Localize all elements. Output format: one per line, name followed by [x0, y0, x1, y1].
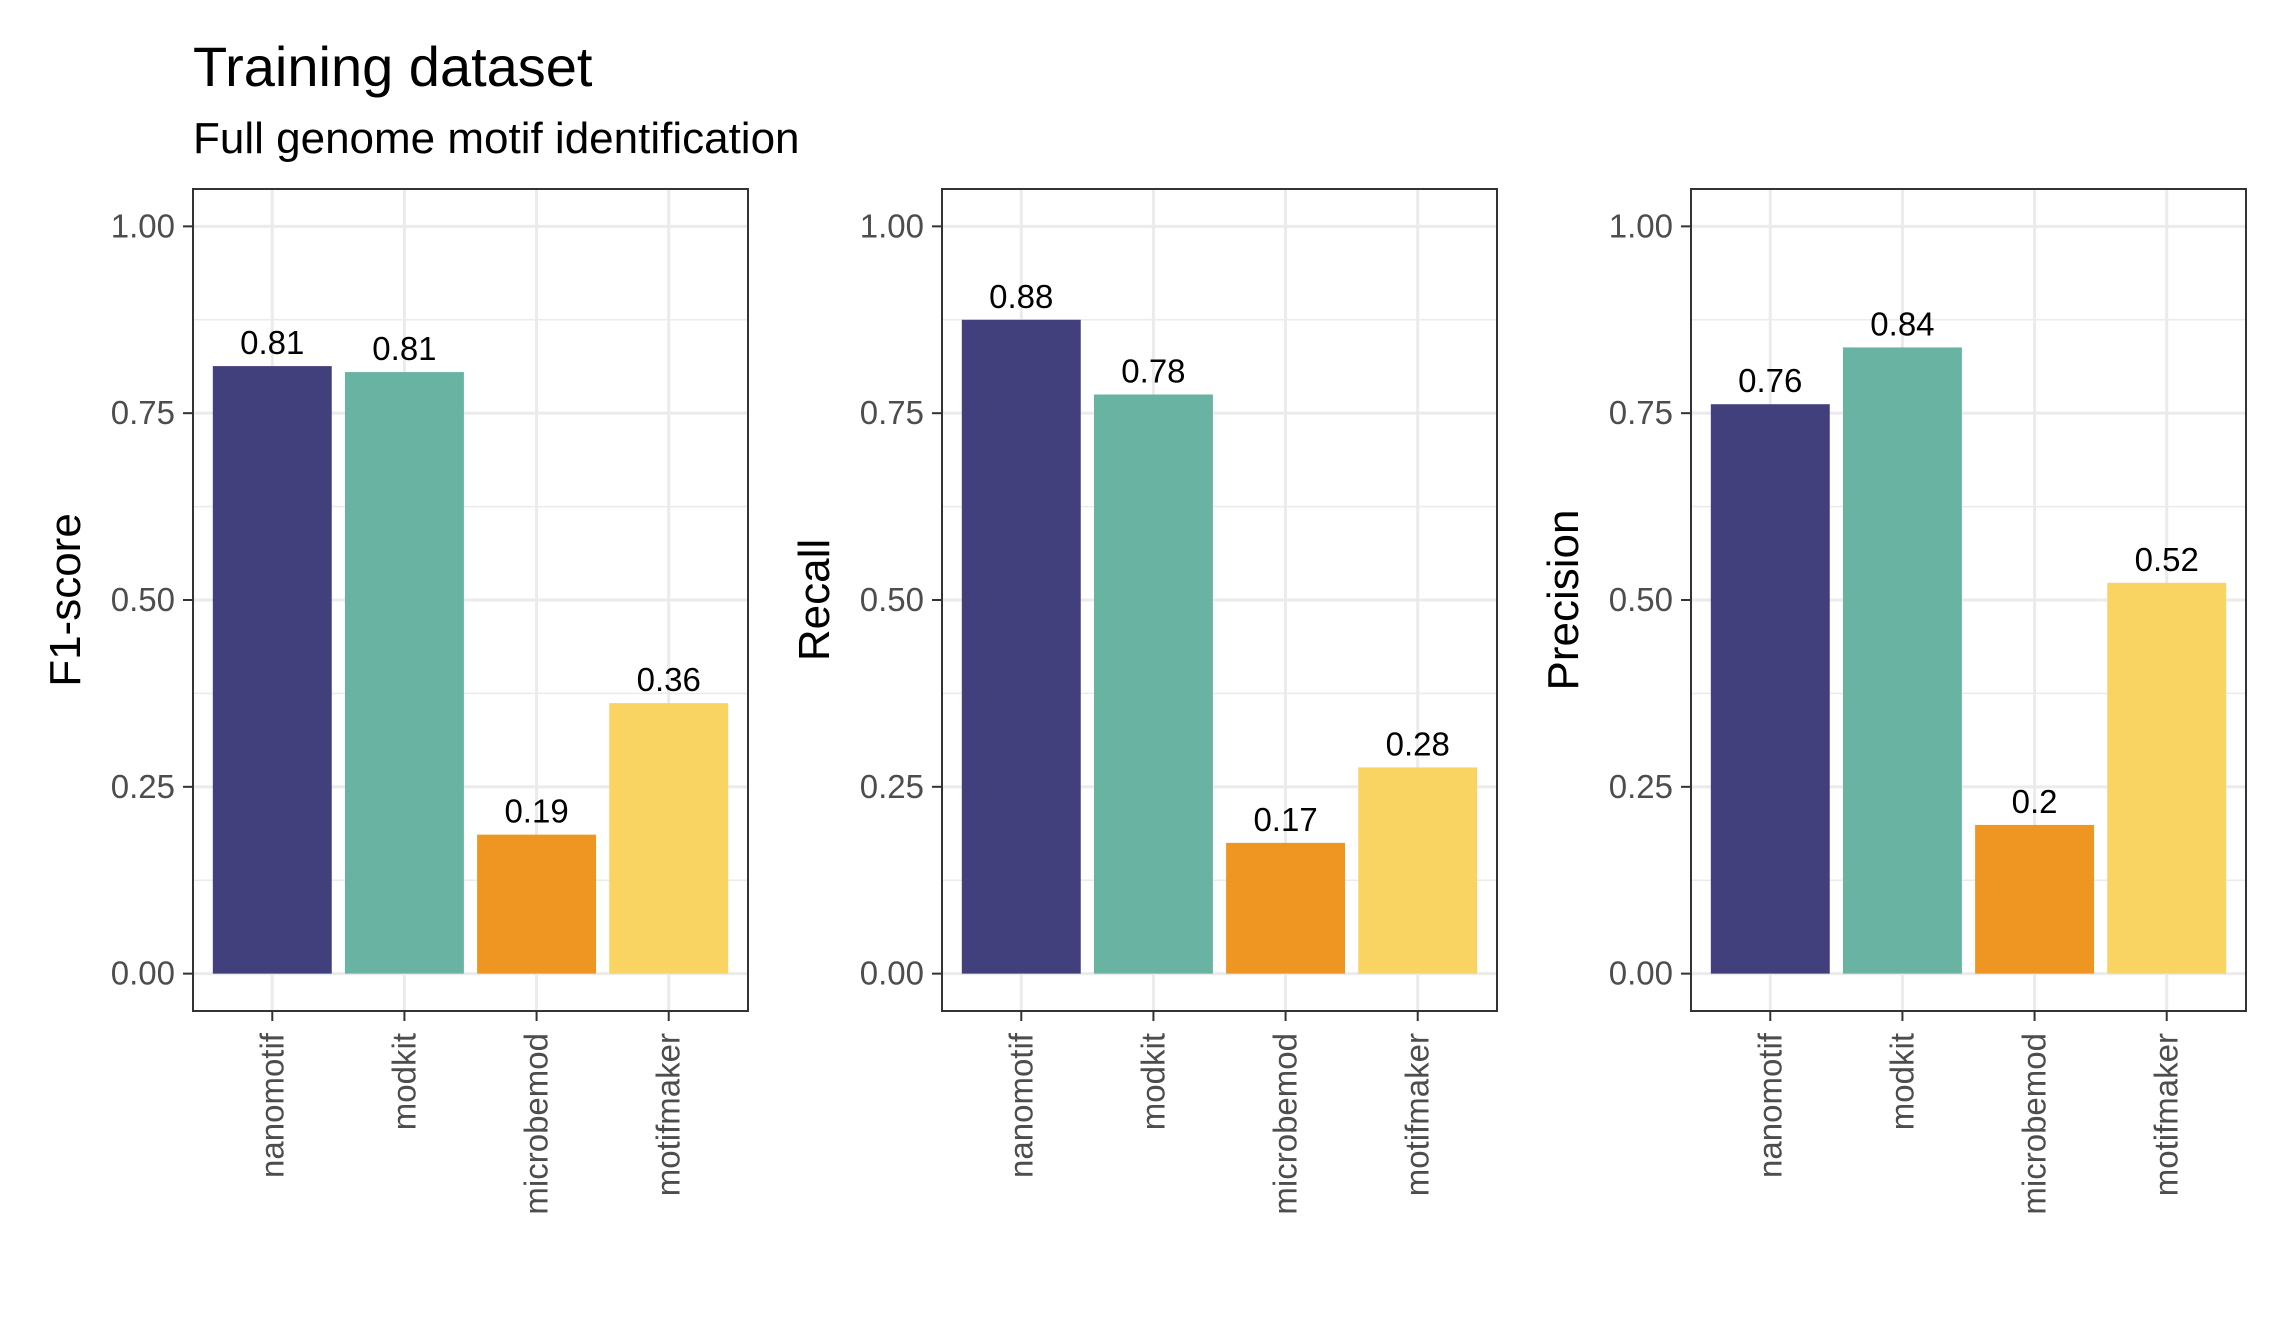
- chart-panel-1: 0.81 0.81 0.19 0.36 0.00 0.25 0.50 0.75 1.00 nano…: [41, 188, 749, 1215]
- bar-microbemod: [1226, 842, 1346, 974]
- y-tick-label: 0.00: [1609, 955, 1673, 992]
- bar-nanomotif: [212, 366, 332, 974]
- bar-value-label: 0.52: [2135, 541, 2199, 578]
- chart-panel-3: 0.76 0.84 0.2 0.52 0.00 0.25 0.50 0.75 1.00 nanom…: [1539, 188, 2247, 1215]
- x-tick-label: nanomotif: [1002, 1032, 1039, 1178]
- x-tick-label: motifmaker: [650, 1033, 687, 1196]
- bar-motifmaker: [2107, 582, 2227, 974]
- bar-value-label: 0.17: [1253, 801, 1317, 838]
- y-tick-label: 0.50: [111, 581, 175, 618]
- y-tick-label: 0.50: [1609, 581, 1673, 618]
- y-tick-label: 1.00: [860, 207, 924, 244]
- y-tick-label: 0.00: [111, 955, 175, 992]
- chart-panel-2: 0.88 0.78 0.17 0.28 0.00 0.25 0.50 0.75 1.00 nano…: [790, 188, 1498, 1215]
- x-tick-label: microbemod: [1267, 1033, 1304, 1215]
- y-tick-label: 0.50: [860, 581, 924, 618]
- y-axis-title: F1-score: [41, 513, 90, 687]
- y-tick-label: 0.25: [111, 768, 175, 805]
- bar-value-label: 0.81: [372, 330, 436, 367]
- x-tick-label: microbemod: [518, 1033, 555, 1215]
- x-tick-label: nanomotif: [253, 1032, 290, 1178]
- bar-microbemod: [1975, 824, 2095, 974]
- bar-value-label: 0.28: [1386, 725, 1450, 762]
- x-tick-label: modkit: [385, 1033, 422, 1130]
- bar-value-label: 0.76: [1738, 362, 1802, 399]
- bar-motifmaker: [1358, 767, 1478, 974]
- y-tick-label: 0.00: [860, 955, 924, 992]
- bar-modkit: [344, 372, 464, 974]
- bar-microbemod: [477, 834, 597, 974]
- x-tick-label: modkit: [1883, 1033, 1920, 1130]
- y-axis-title: Recall: [790, 539, 839, 661]
- bar-motifmaker: [609, 703, 729, 974]
- y-tick-label: 0.25: [860, 768, 924, 805]
- bar-modkit: [1093, 394, 1213, 974]
- bar-value-label: 0.2: [2012, 783, 2058, 820]
- x-tick-label: motifmaker: [1399, 1033, 1436, 1196]
- chart-title: Training dataset: [193, 35, 593, 98]
- y-tick-label: 0.75: [111, 394, 175, 431]
- y-tick-label: 1.00: [1609, 207, 1673, 244]
- bar-value-label: 0.88: [989, 278, 1053, 315]
- x-tick-label: motifmaker: [2148, 1033, 2185, 1196]
- bar-value-label: 0.84: [1870, 305, 1934, 342]
- x-tick-label: microbemod: [2016, 1033, 2053, 1215]
- y-tick-label: 1.00: [111, 207, 175, 244]
- x-tick-label: nanomotif: [1751, 1032, 1788, 1178]
- y-tick-label: 0.75: [860, 394, 924, 431]
- chart-subtitle: Full genome motif identification: [193, 114, 800, 163]
- chart-panels: 0.81 0.81 0.19 0.36 0.00 0.25 0.50 0.75 1.00 nano…: [41, 188, 2247, 1215]
- bar-value-label: 0.78: [1121, 353, 1185, 390]
- x-tick-label: modkit: [1134, 1033, 1171, 1130]
- y-tick-label: 0.25: [1609, 768, 1673, 805]
- bar-value-label: 0.81: [240, 324, 304, 361]
- bar-nanomotif: [1710, 404, 1830, 974]
- y-axis-title: Precision: [1539, 510, 1588, 691]
- y-tick-label: 0.75: [1609, 394, 1673, 431]
- bar-nanomotif: [961, 319, 1081, 974]
- bar-modkit: [1842, 347, 1962, 974]
- bar-value-label: 0.19: [504, 793, 568, 830]
- bar-value-label: 0.36: [637, 661, 701, 698]
